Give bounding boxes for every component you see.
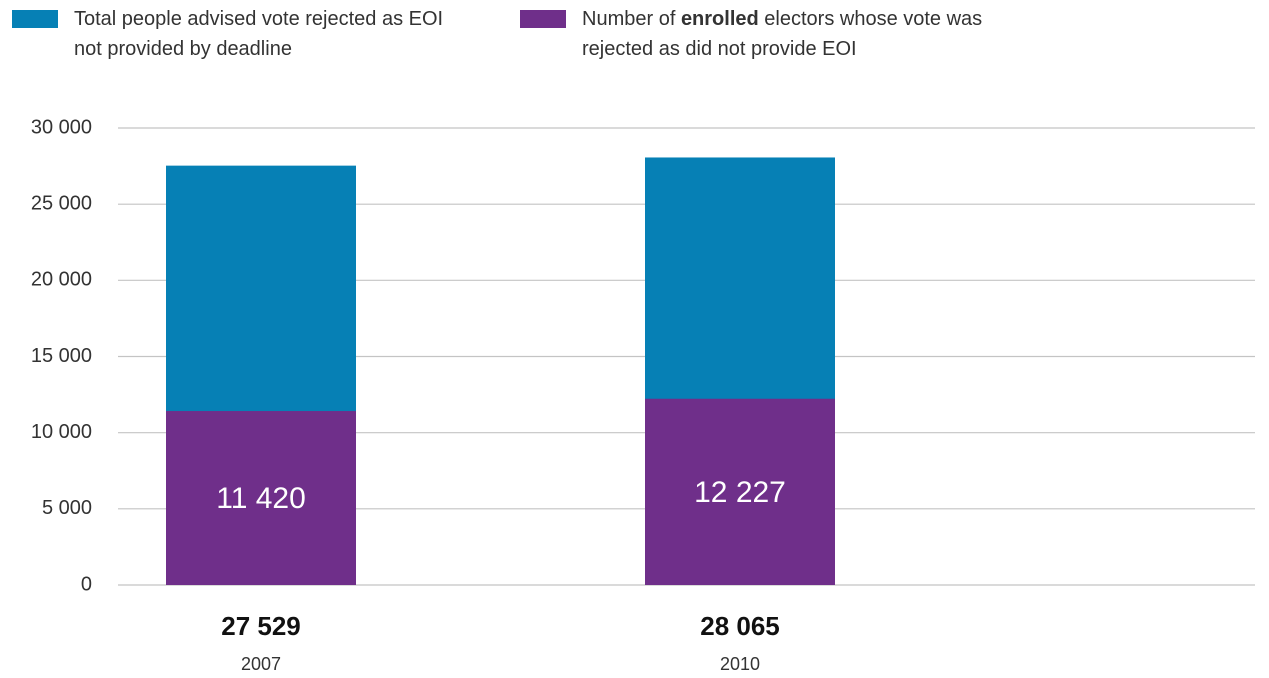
legend-label: Number of enrolled electors whose vote w… bbox=[582, 8, 983, 60]
y-tick-label: 10 000 bbox=[31, 421, 92, 443]
bar-value-label: 12 227 bbox=[694, 476, 786, 509]
x-tick-label: 2010 bbox=[720, 654, 760, 674]
bar-value-label: 11 420 bbox=[216, 482, 306, 515]
y-tick-label: 20 000 bbox=[31, 269, 92, 291]
total-value-label: 27 529 bbox=[221, 611, 301, 641]
legend-item: Number of enrolled electors whose vote w… bbox=[520, 4, 1022, 64]
legend-swatch bbox=[520, 10, 566, 28]
y-tick-label: 30 000 bbox=[31, 116, 92, 138]
y-tick-label: 15 000 bbox=[31, 345, 92, 367]
y-tick-label: 5 000 bbox=[42, 497, 92, 519]
total-value-label: 28 065 bbox=[700, 611, 780, 641]
y-tick-label: 0 bbox=[81, 573, 92, 595]
legend-label: Total people advised vote rejected as EO… bbox=[74, 8, 444, 60]
legend-swatch bbox=[12, 10, 58, 28]
x-tick-label: 2007 bbox=[241, 654, 281, 674]
legend-item: Total people advised vote rejected as EO… bbox=[12, 4, 464, 64]
y-tick-label: 25 000 bbox=[31, 192, 92, 214]
bar bbox=[645, 398, 835, 585]
bar bbox=[166, 411, 356, 585]
